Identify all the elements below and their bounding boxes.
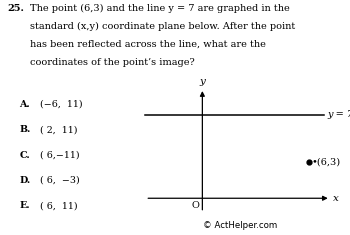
- Text: E.: E.: [19, 201, 30, 210]
- Text: ( 2,  11): ( 2, 11): [40, 125, 78, 134]
- Text: coordinates of the point’s image?: coordinates of the point’s image?: [30, 58, 195, 67]
- Text: x: x: [333, 194, 339, 203]
- Text: A.: A.: [19, 100, 30, 109]
- Text: © ActHelper.com: © ActHelper.com: [203, 221, 277, 230]
- Text: y: y: [199, 77, 205, 86]
- Text: ( 6,  −3): ( 6, −3): [40, 176, 80, 185]
- Text: ( 6,  11): ( 6, 11): [40, 201, 78, 210]
- Text: The point (6,3) and the line y = 7 are graphed in the: The point (6,3) and the line y = 7 are g…: [30, 4, 289, 13]
- Text: has been reflected across the line, what are the: has been reflected across the line, what…: [30, 40, 266, 49]
- Text: B.: B.: [19, 125, 31, 134]
- Text: D.: D.: [19, 176, 30, 185]
- Text: (−6,  11): (−6, 11): [40, 100, 83, 109]
- Text: standard (x,y) coordinate plane below. After the point: standard (x,y) coordinate plane below. A…: [30, 22, 295, 31]
- Text: 25.: 25.: [8, 4, 25, 12]
- Text: y = 7: y = 7: [327, 110, 350, 119]
- Text: C.: C.: [19, 151, 30, 160]
- Text: •(6,3): •(6,3): [312, 158, 341, 167]
- Text: ( 6,−11): ( 6,−11): [40, 151, 80, 160]
- Text: O: O: [192, 201, 200, 210]
